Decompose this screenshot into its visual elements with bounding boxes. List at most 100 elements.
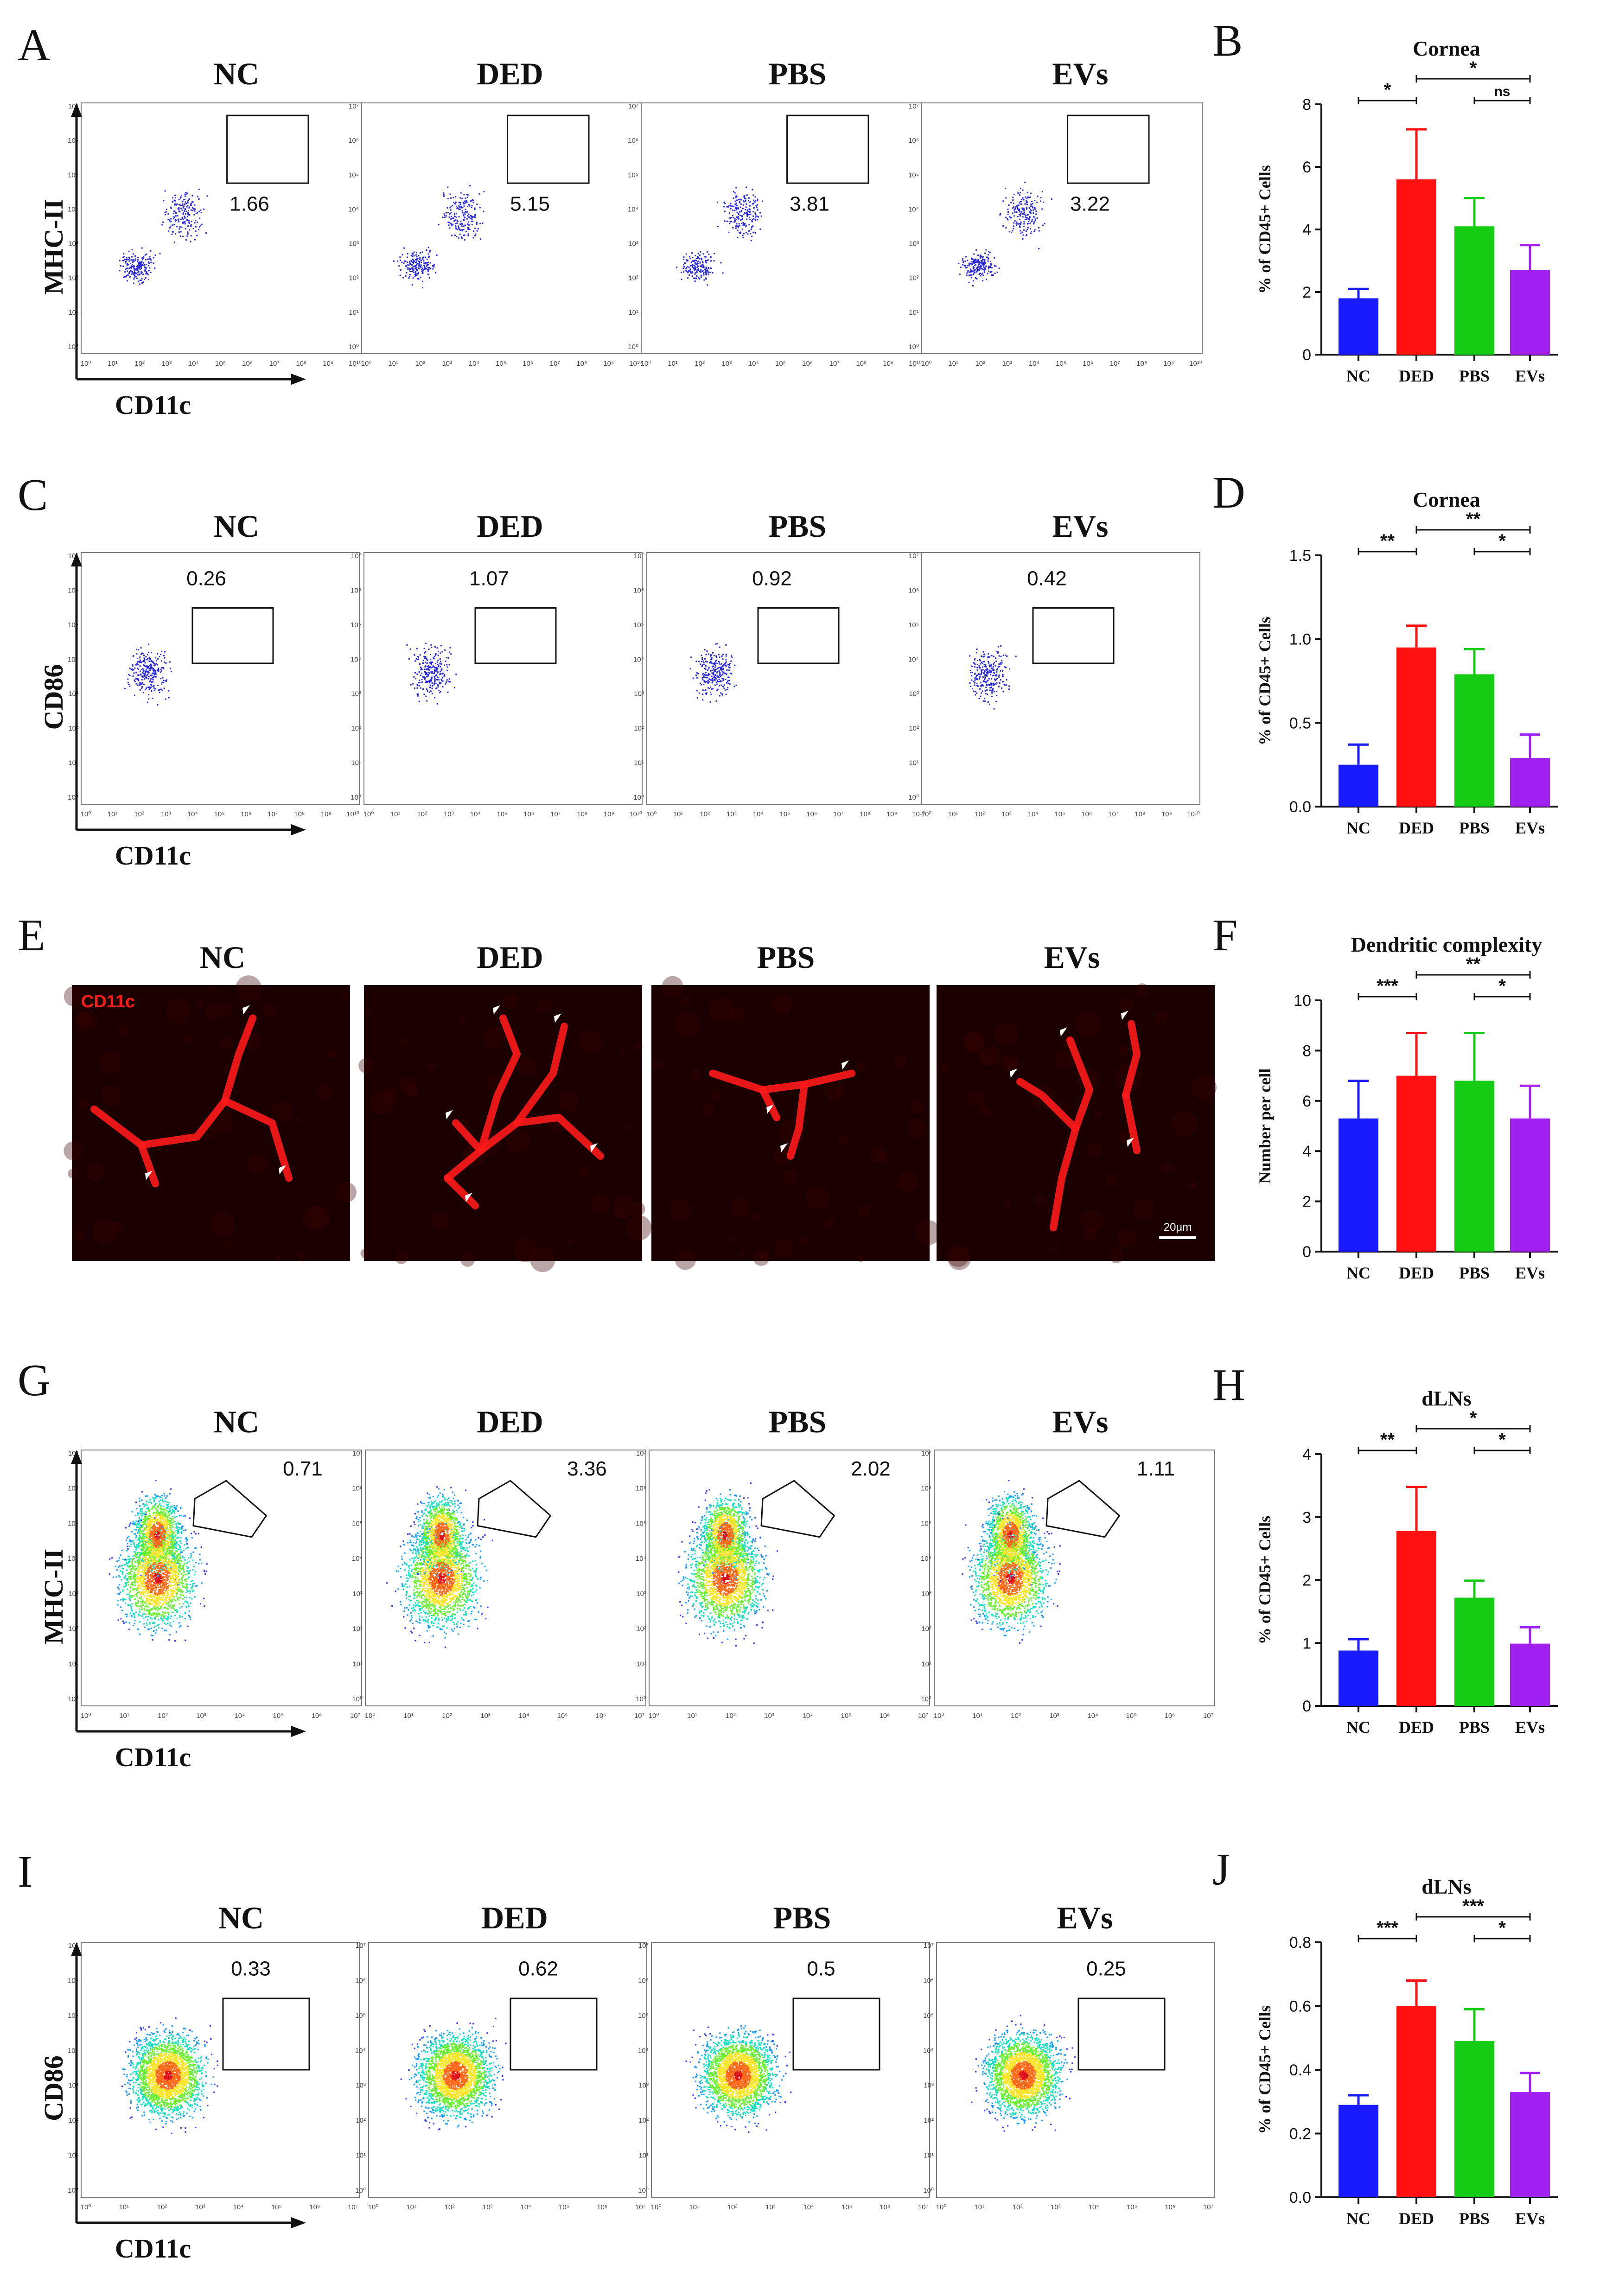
event-dot — [131, 256, 133, 258]
event-dot — [140, 280, 142, 281]
event-dot — [447, 657, 449, 659]
event-dot — [440, 645, 442, 646]
event-dot — [424, 265, 425, 267]
event-dot — [416, 261, 417, 263]
event-dot — [129, 261, 130, 262]
event-dot — [975, 259, 976, 261]
event-dot — [187, 216, 188, 217]
event-dot — [984, 253, 986, 254]
event-dot — [123, 260, 124, 261]
event-dot — [465, 213, 466, 215]
event-dot — [175, 233, 176, 235]
event-dot — [690, 258, 691, 259]
event-dot — [417, 263, 419, 265]
event-dot — [465, 202, 466, 204]
y-tick-label: 10⁵ — [351, 621, 361, 629]
event-dot — [126, 268, 127, 269]
event-dot — [142, 653, 144, 655]
event-dot — [142, 273, 144, 275]
event-dot — [124, 276, 125, 277]
event-dot — [742, 229, 743, 230]
event-dot — [155, 676, 156, 678]
event-dot — [175, 197, 176, 198]
event-dot — [740, 204, 742, 205]
event-dot — [707, 269, 708, 271]
x-tick-label: 10⁸ — [860, 810, 870, 818]
event-dot — [740, 207, 741, 208]
event-dot — [432, 682, 433, 684]
event-dot — [426, 262, 427, 264]
event-dot — [757, 210, 759, 211]
event-dot — [1040, 197, 1042, 198]
x-tick-label: 10¹ — [673, 810, 683, 818]
event-dot — [407, 267, 408, 269]
x-tick-label: 10⁹ — [604, 810, 614, 818]
event-dot — [1026, 217, 1028, 219]
event-dot — [712, 272, 714, 273]
event-dot — [437, 703, 438, 705]
event-dot — [736, 196, 738, 197]
event-dot — [408, 658, 410, 660]
y-tick-label: 10³ — [349, 240, 359, 248]
event-dot — [467, 197, 468, 198]
event-dot — [146, 272, 147, 273]
event-dot — [447, 222, 449, 223]
event-dot — [1023, 235, 1024, 236]
event-dot — [729, 212, 730, 214]
event-dot — [143, 655, 145, 656]
event-dot — [751, 227, 752, 228]
event-dot — [977, 268, 978, 270]
event-dot — [460, 202, 461, 204]
event-dot — [973, 254, 975, 255]
event-dot — [170, 226, 171, 227]
event-dot — [1033, 217, 1035, 218]
x-tick-label: 10⁸ — [1136, 360, 1147, 368]
event-dot — [141, 282, 143, 284]
event-dot — [726, 693, 727, 695]
event-dot — [414, 687, 415, 689]
event-dot — [684, 262, 685, 264]
event-dot — [140, 665, 141, 667]
event-dot — [449, 664, 450, 665]
event-dot — [694, 265, 695, 266]
event-dot — [418, 682, 420, 683]
event-dot — [451, 212, 452, 213]
event-dot — [466, 218, 468, 220]
event-dot — [428, 668, 429, 670]
event-dot — [682, 268, 684, 269]
event-dot — [733, 686, 735, 687]
event-dot — [747, 233, 748, 235]
event-dot — [136, 278, 138, 279]
event-dot — [983, 265, 984, 266]
event-dot — [757, 199, 758, 200]
group-title-pbs: PBS — [769, 56, 827, 91]
event-dot — [170, 207, 172, 208]
event-dot — [450, 653, 452, 655]
event-dot — [746, 187, 747, 188]
event-dot — [124, 688, 126, 689]
panel-letter-G: G — [18, 1355, 51, 1406]
event-dot — [480, 238, 481, 240]
event-dot — [196, 235, 198, 236]
event-dot — [1011, 217, 1012, 218]
event-dot — [984, 267, 986, 269]
event-dot — [412, 267, 413, 269]
event-dot — [162, 667, 164, 668]
event-dot — [429, 692, 430, 693]
event-dot — [446, 657, 447, 658]
event-dot — [145, 269, 147, 270]
event-dot — [1018, 205, 1019, 206]
event-dot — [692, 275, 693, 277]
event-dot — [409, 268, 411, 270]
event-dot — [1013, 228, 1014, 229]
event-dot — [143, 281, 144, 283]
event-dot — [421, 673, 422, 674]
event-dot — [751, 220, 752, 222]
group-title-pbs: PBS — [769, 509, 827, 544]
event-dot — [136, 266, 137, 267]
event-dot — [1034, 200, 1035, 201]
x-tick-label: 10¹ — [388, 360, 398, 368]
event-dot — [413, 270, 414, 271]
x-tick-label: 10¹⁰ — [1189, 360, 1202, 368]
event-dot — [186, 219, 188, 221]
